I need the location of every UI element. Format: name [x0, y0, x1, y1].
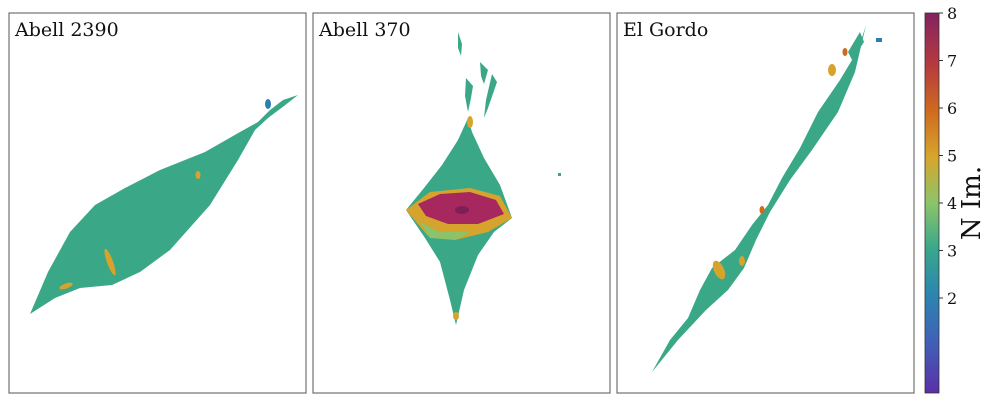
colorbar-tick-label: 7 — [947, 52, 957, 71]
magnification-region — [876, 38, 882, 42]
caustic-region — [467, 116, 473, 128]
caustic-region — [59, 282, 73, 290]
caustic-region — [712, 260, 726, 280]
caustic-region — [739, 256, 745, 266]
caustic-region — [420, 222, 470, 240]
caustic-region — [759, 206, 765, 214]
caustic-region — [265, 99, 271, 109]
panel-el-gordo: El Gordo — [616, 12, 915, 394]
colorbar-tick-label: 8 — [947, 4, 957, 23]
colorbar: 2 3 4 5 6 7 8 N Im. — [924, 4, 987, 394]
caustic-region — [828, 64, 836, 76]
colorbar-tick-label: 3 — [947, 242, 957, 261]
colorbar-ticks: 2 3 4 5 6 7 8 — [939, 4, 957, 308]
magnification-region — [652, 25, 866, 372]
panel-abell-370: Abell 370 — [312, 12, 611, 394]
colorbar-tick-label: 6 — [947, 99, 957, 118]
magnification-region — [465, 78, 473, 112]
magnification-region — [848, 32, 864, 60]
panel-frame — [616, 12, 915, 394]
caustic-region — [195, 171, 201, 179]
panel-title: Abell 370 — [318, 19, 411, 41]
colorbar-label: N Im. — [957, 166, 987, 240]
caustic-region — [842, 48, 848, 56]
caustic-region — [453, 312, 459, 320]
magnification-region — [480, 62, 488, 84]
magnification-region — [458, 32, 462, 56]
magnification-region — [558, 173, 561, 176]
panel-title: El Gordo — [623, 19, 708, 41]
colorbar-tick-label: 4 — [947, 194, 957, 213]
caustic-region — [104, 248, 116, 276]
magnification-region — [30, 95, 298, 314]
caustic-region — [455, 206, 469, 214]
colorbar-tick-label: 2 — [947, 289, 957, 308]
colorbar-gradient — [924, 12, 940, 394]
panel-title: Abell 2390 — [14, 19, 119, 41]
colorbar-tick-label: 5 — [947, 147, 957, 166]
magnification-region — [484, 74, 497, 118]
panel-abell-2390: Abell 2390 — [8, 12, 307, 394]
